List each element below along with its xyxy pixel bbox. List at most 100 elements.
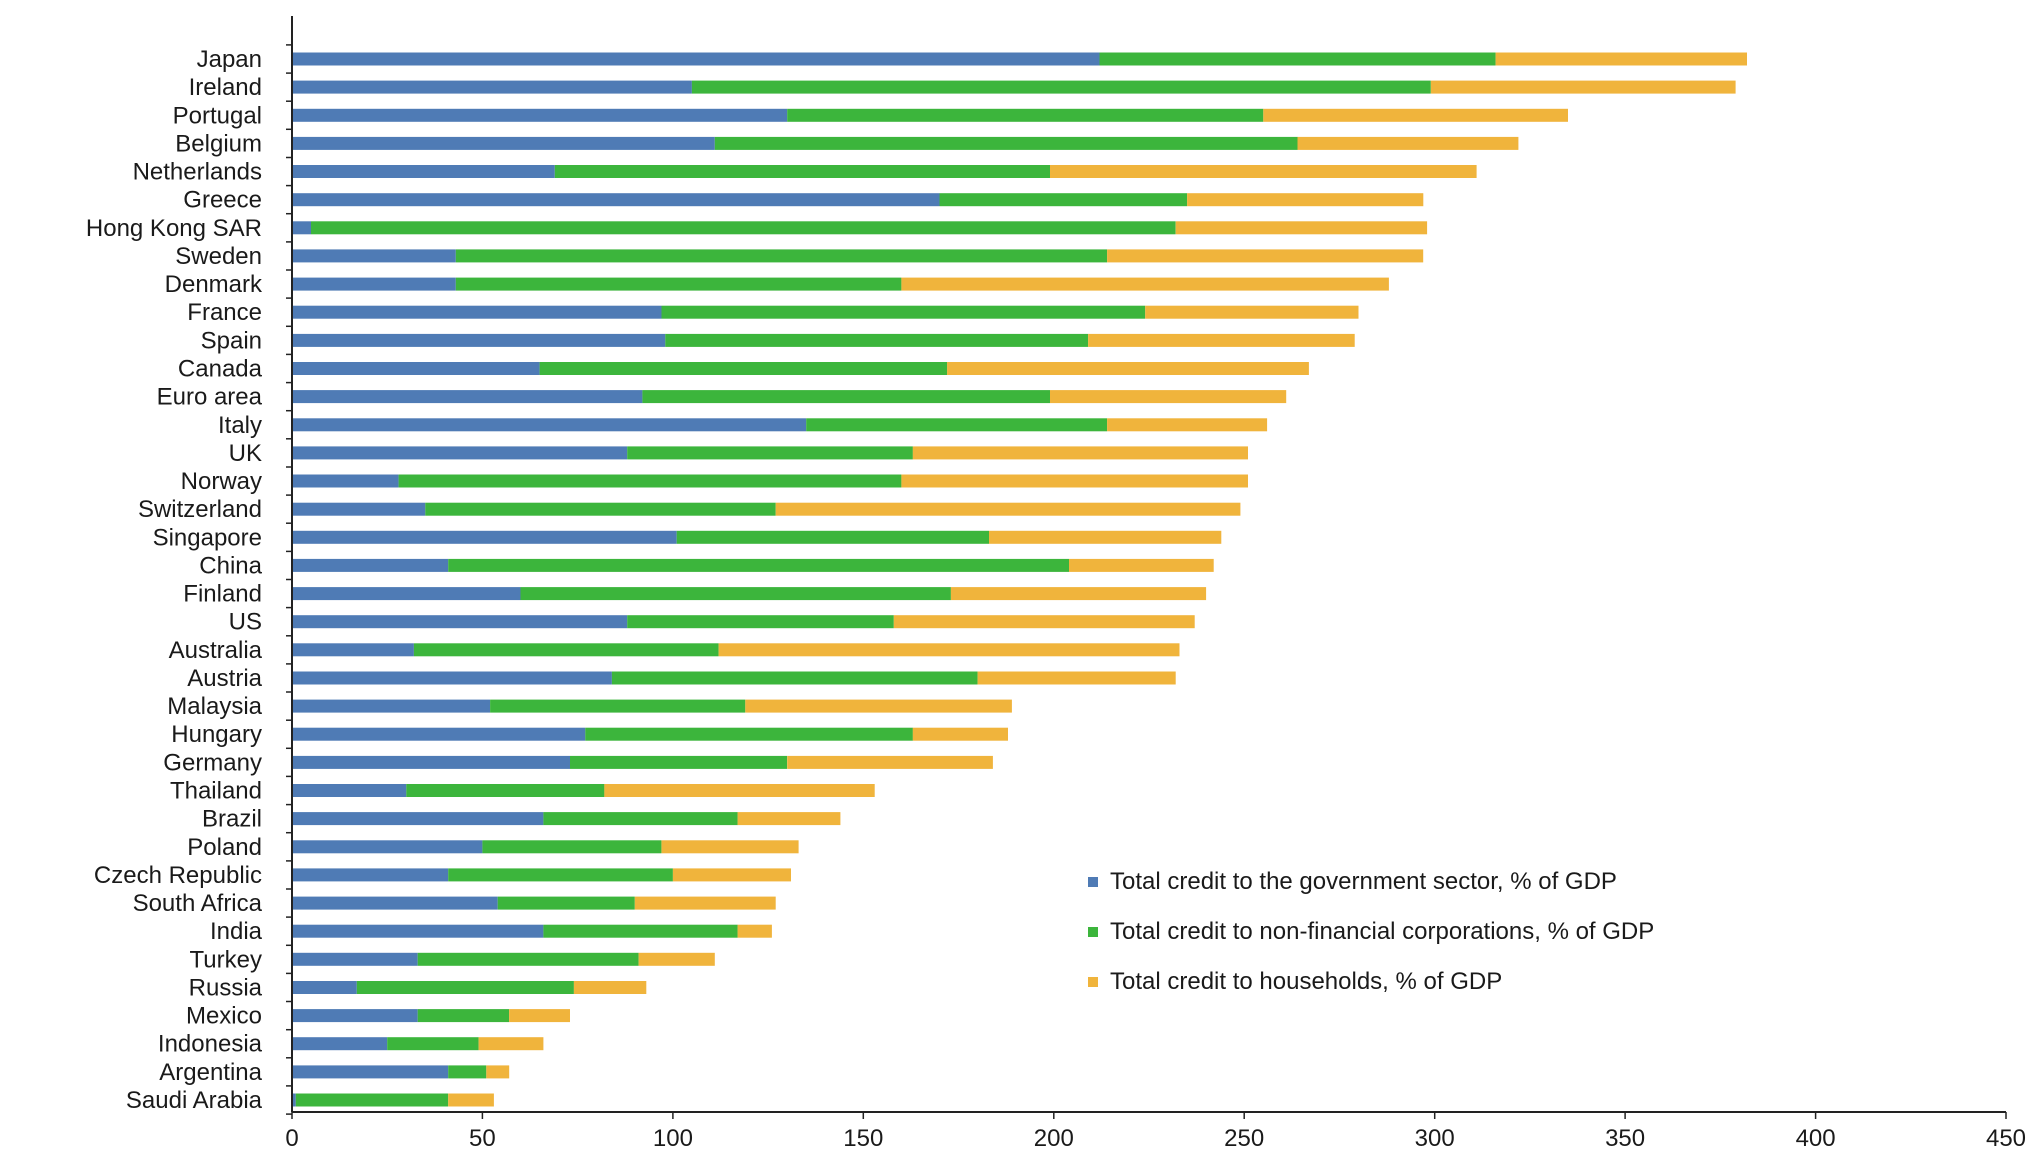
bar-russia-series-3 (573, 981, 647, 994)
x-tick-label-400: 400 (1796, 1125, 1836, 1152)
bar-greece-series-1 (292, 193, 940, 207)
category-label-turkey: Turkey (190, 946, 262, 973)
bar-mexico-series-3 (509, 1009, 570, 1023)
bar-argentina-series-1 (292, 1065, 449, 1079)
bar-czech-republic-series-2 (448, 868, 673, 882)
bar-canada-series-2 (539, 362, 948, 375)
category-label-japan: Japan (197, 46, 262, 73)
bar-belgium-series-1 (292, 136, 715, 150)
bar-hong-kong-sar-series-1 (292, 221, 311, 235)
bar-euro-area-series-1 (292, 390, 643, 404)
x-tick-label-50: 50 (469, 1125, 496, 1152)
x-tick-label-300: 300 (1415, 1125, 1455, 1152)
x-tick-label-350: 350 (1605, 1125, 1645, 1152)
bar-hungary-series-3 (912, 727, 1008, 741)
bar-austria-series-1 (292, 671, 612, 685)
bar-australia-series-3 (718, 643, 1180, 657)
category-label-finland: Finland (183, 581, 262, 608)
bar-netherlands-series-3 (1050, 165, 1477, 178)
category-label-india: India (210, 918, 263, 945)
category-label-malaysia: Malaysia (167, 693, 262, 720)
bar-ireland-series-1 (292, 80, 692, 94)
bar-uk-series-3 (912, 446, 1248, 460)
bar-denmark-series-3 (901, 277, 1389, 291)
category-label-euro-area: Euro area (157, 384, 263, 411)
bar-singapore-series-3 (989, 530, 1222, 544)
bar-euro-area-series-3 (1050, 390, 1287, 404)
bar-turkey-series-3 (638, 952, 715, 966)
bar-uk-series-1 (292, 446, 628, 460)
bar-norway-series-2 (398, 474, 902, 488)
bar-sweden-series-3 (1107, 249, 1424, 263)
bar-sweden-series-2 (455, 249, 1108, 263)
bar-malaysia-series-3 (745, 699, 1012, 713)
bar-singapore-series-2 (676, 530, 989, 544)
bar-spain-series-2 (665, 333, 1089, 347)
category-label-thailand: Thailand (170, 778, 262, 805)
legend: Total credit to the government sector, %… (1088, 868, 1654, 995)
bar-india-series-1 (292, 924, 544, 938)
bar-portugal-series-2 (787, 108, 1264, 122)
bar-euro-area-series-2 (642, 390, 1050, 404)
bar-germany-series-3 (787, 755, 993, 769)
bar-south-africa-series-1 (292, 896, 498, 910)
bar-saudi-arabia-series-1 (292, 1093, 296, 1107)
bar-france-series-1 (292, 305, 662, 319)
bar-czech-republic-series-3 (672, 868, 791, 882)
bar-switzerland-series-3 (775, 502, 1241, 516)
bar-us-series-2 (627, 615, 894, 629)
x-tick-label-250: 250 (1224, 1125, 1264, 1152)
bar-portugal-series-3 (1263, 108, 1568, 122)
bar-poland-series-1 (292, 840, 483, 854)
bar-us-series-1 (292, 615, 628, 629)
bar-finland-series-3 (950, 587, 1207, 601)
category-label-france: France (187, 299, 262, 326)
bar-spain-series-3 (1088, 333, 1355, 347)
category-label-germany: Germany (163, 749, 262, 776)
x-tick-label-100: 100 (653, 1125, 693, 1152)
bar-china-series-1 (292, 558, 449, 572)
bar-germany-series-1 (292, 755, 570, 769)
bar-australia-series-1 (292, 643, 414, 657)
bar-thailand-series-1 (292, 784, 407, 797)
category-label-sweden: Sweden (175, 243, 262, 270)
category-label-czech-republic: Czech Republic (94, 862, 262, 889)
category-label-indonesia: Indonesia (158, 1031, 263, 1058)
category-label-china: China (199, 552, 262, 579)
bar-indonesia-series-2 (387, 1037, 479, 1051)
legend-label-series-2: Total credit to non-financial corporatio… (1110, 918, 1654, 945)
bar-canada-series-3 (947, 362, 1309, 375)
bar-italy-series-1 (292, 418, 807, 432)
bar-russia-series-2 (356, 981, 574, 994)
bar-brazil-series-1 (292, 812, 544, 826)
category-label-austria: Austria (187, 665, 262, 692)
bar-argentina-series-3 (486, 1065, 510, 1079)
bar-portugal-series-1 (292, 108, 788, 122)
bar-belgium-series-2 (714, 136, 1298, 150)
bar-norway-series-1 (292, 474, 399, 488)
bar-italy-series-2 (806, 418, 1108, 432)
x-tick-label-200: 200 (1034, 1125, 1074, 1152)
category-label-hong-kong-sar: Hong Kong SAR (86, 215, 262, 242)
category-label-uk: UK (229, 440, 262, 467)
category-label-russia: Russia (189, 975, 263, 1002)
bar-canada-series-1 (292, 362, 540, 375)
bar-hong-kong-sar-series-2 (311, 221, 1176, 235)
bar-brazil-series-3 (737, 812, 841, 826)
bar-russia-series-1 (292, 981, 357, 994)
category-label-mexico: Mexico (186, 1003, 262, 1030)
bar-denmark-series-2 (455, 277, 902, 291)
bar-greece-series-2 (939, 193, 1188, 207)
category-label-ireland: Ireland (189, 74, 262, 101)
x-tick-label-450: 450 (1986, 1125, 2026, 1152)
bar-austria-series-3 (977, 671, 1176, 685)
bar-turkey-series-2 (417, 952, 639, 966)
bar-australia-series-2 (413, 643, 719, 657)
bar-finland-series-2 (520, 587, 951, 601)
category-label-poland: Poland (187, 834, 262, 861)
bar-indonesia-series-1 (292, 1037, 388, 1051)
bars-group (292, 52, 1747, 1107)
bar-japan-series-3 (1495, 52, 1747, 66)
category-label-saudi-arabia: Saudi Arabia (126, 1087, 263, 1114)
bar-thailand-series-3 (604, 784, 875, 797)
